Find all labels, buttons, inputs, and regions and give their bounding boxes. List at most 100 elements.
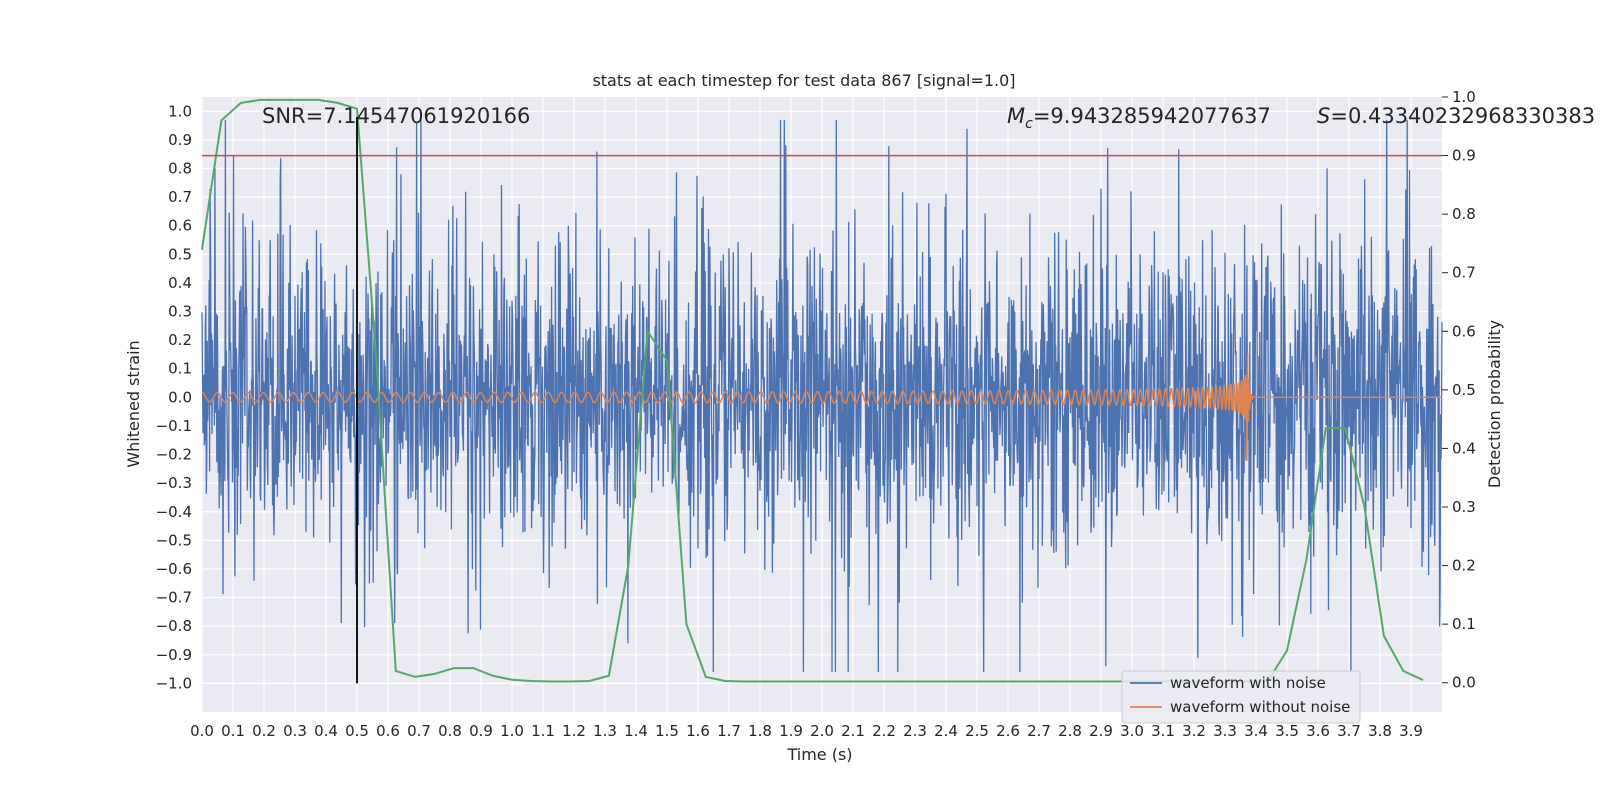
detection-probability-point (472, 667, 475, 669)
y-left-tick-label: −0.1 (156, 417, 192, 435)
detection-probability-point (239, 102, 242, 104)
detection-probability-point (1383, 635, 1385, 637)
detection-probability-point (918, 680, 920, 683)
detection-probability-point (666, 359, 668, 362)
y-left-tick-label: −0.7 (156, 589, 192, 607)
detection-probability-point (356, 107, 358, 110)
detection-probability-point (956, 680, 959, 683)
detection-probability-point (743, 680, 746, 683)
spin-annotation: S=0.43340232968330383 (1317, 104, 1595, 128)
y-right-tick-label: 0.0 (1452, 674, 1476, 692)
chart-title: stats at each timestep for test data 867… (592, 71, 1015, 90)
x-tick-label: 2.9 (1089, 722, 1113, 740)
x-tick-label: 1.3 (593, 722, 617, 740)
y-right-tick-label: 0.6 (1452, 322, 1476, 340)
y-left-tick-label: −0.3 (156, 474, 192, 492)
detection-probability-point (608, 674, 610, 677)
x-tick-label: 3.9 (1399, 722, 1423, 740)
x-tick-label: 2.6 (996, 722, 1020, 740)
detection-probability-point (821, 680, 823, 683)
detection-probability-point (298, 99, 300, 101)
detection-probability-point (859, 680, 862, 683)
detection-probability-point (724, 680, 726, 682)
detection-probability-point (201, 248, 203, 251)
detection-probability-point (530, 680, 533, 682)
legend-box (1121, 670, 1361, 724)
x-tick-label: 1.5 (655, 722, 679, 740)
detection-probability-point (1014, 680, 1017, 683)
detection-probability-point (840, 680, 843, 683)
detection-probability-point (491, 674, 494, 677)
detection-probability-point (898, 680, 901, 683)
waveform-without-noise-series (201, 353, 1442, 462)
x-tick-label: 2.4 (934, 722, 958, 740)
detection-probability-point (1305, 558, 1308, 561)
x-tick-label: 3.8 (1368, 722, 1392, 740)
y-left-tick-label: −0.9 (156, 646, 192, 664)
y-left-tick-label: −0.5 (156, 531, 192, 549)
detection-probability-point (1344, 427, 1346, 429)
y-left-tick-label: −1.0 (156, 674, 192, 692)
x-tick-label: 1.9 (779, 722, 803, 740)
x-tick-label: 0.2 (252, 722, 276, 740)
detection-probability-point (1092, 680, 1095, 683)
detection-probability-point (375, 359, 378, 362)
detection-probability-point (511, 678, 513, 681)
y-left-tick-label: −0.4 (156, 503, 192, 521)
legend-label-clean: waveform without noise (1170, 698, 1350, 716)
reference-lines (202, 117, 1442, 684)
chirp-mass-symbol: M (1007, 104, 1025, 128)
y-right-tick-label: 1.0 (1452, 88, 1476, 106)
detection-probability-point (879, 680, 881, 683)
waveform-with-noise-series (201, 119, 1443, 673)
y-left-tick-label: 0.6 (168, 217, 192, 235)
x-tick-label: 2.5 (965, 722, 989, 740)
detection-probability-point (976, 680, 978, 683)
y-right-tick-label: 0.4 (1452, 439, 1476, 457)
x-tick-label: 3.7 (1337, 722, 1361, 740)
detection-probability-point (782, 680, 785, 683)
y-left-tick-label: 0.3 (168, 303, 192, 321)
y-right-tick-label: 0.7 (1452, 264, 1476, 282)
detection-probability-point (1421, 678, 1424, 681)
y-left-tick-label: 1.0 (168, 102, 192, 120)
x-tick-label: 0.9 (469, 722, 493, 740)
detection-probability-point (414, 676, 416, 678)
detection-probability-point (1053, 680, 1056, 683)
chirp-mass-value: =9.943285942077637 (1033, 104, 1271, 128)
x-tick-label: 1.8 (748, 722, 772, 740)
detection-probability-point (220, 119, 223, 122)
detection-probability-point (995, 680, 998, 683)
y-left-tick-label: −0.8 (156, 617, 192, 635)
detection-probability-point (685, 623, 688, 625)
detection-probability-point (394, 670, 397, 672)
x-tick-label: 1.1 (531, 722, 555, 740)
x-tick-label: 1.7 (717, 722, 741, 740)
x-tick-label: 2.8 (1058, 722, 1082, 740)
detection-probability-point (1402, 670, 1405, 672)
y-left-tick-label: −0.2 (156, 446, 192, 464)
detection-probability-point (801, 680, 804, 683)
x-tick-label: 2.3 (903, 722, 927, 740)
y-left-tick-label: −0.6 (156, 560, 192, 578)
y-axis-left-label: Whitened strain (124, 340, 143, 467)
chirp-mass-annotation: Mc=9.943285942077637 (1007, 104, 1271, 132)
x-tick-label: 0.4 (314, 722, 338, 740)
y-left-tick-label: 0.9 (168, 131, 192, 149)
x-tick-label: 0.1 (221, 722, 245, 740)
y-left-tick-label: 0.1 (168, 360, 192, 378)
detection-probability-point (317, 99, 320, 101)
legend: waveform with noise waveform without noi… (1121, 670, 1361, 724)
y-axis-right-ticks: 1.0 0.9 0.8 0.7 0.6 0.5 0.4 0.3 0.2 0.1 0.0 (1442, 88, 1476, 692)
x-tick-label: 3.4 (1244, 722, 1268, 740)
detection-probability-point (453, 667, 455, 669)
x-tick-label: 2.7 (1027, 722, 1051, 740)
y-left-tick-label: 0.0 (168, 388, 192, 406)
detection-probability-point (259, 99, 261, 101)
x-tick-label: 3.3 (1213, 722, 1237, 740)
x-tick-label: 2.0 (810, 722, 834, 740)
y-left-tick-label: 0.2 (168, 331, 192, 349)
clean-waveform-line (201, 353, 1442, 462)
